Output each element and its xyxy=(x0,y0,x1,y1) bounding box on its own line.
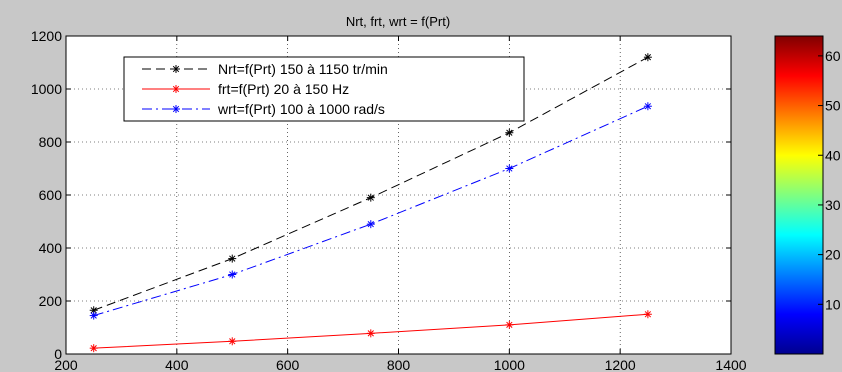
colorbar-ticks: 10 20 30 40 50 60 xyxy=(818,48,841,312)
x-tick-label: 1400 xyxy=(715,357,746,372)
wrt-point xyxy=(505,164,514,173)
colorbar-tick-label: 20 xyxy=(825,247,841,263)
frt-point xyxy=(643,310,652,319)
axis-ticks: 200 400 600 800 1000 1200 14000200400600800100… xyxy=(31,28,747,372)
nrt-point xyxy=(366,193,375,202)
x-tick-label: 800 xyxy=(387,357,411,372)
nrt-point-stroke xyxy=(90,307,97,314)
wrt-point xyxy=(366,220,375,229)
legend-marker-nrt xyxy=(172,65,180,73)
nrt-point-stroke xyxy=(506,129,513,136)
frt-point-stroke xyxy=(506,321,513,329)
nrt-point xyxy=(228,254,237,263)
frt-point-stroke xyxy=(367,330,374,337)
colorbar xyxy=(774,35,824,355)
nrt-point xyxy=(643,53,652,62)
nrt-point-stroke xyxy=(367,194,374,201)
colorbar-tick-label: 40 xyxy=(825,147,841,163)
nrt-point-stroke xyxy=(644,54,652,61)
nrt-point xyxy=(505,128,514,137)
y-tick-label: 400 xyxy=(39,240,63,256)
y-tick-label: 0 xyxy=(54,346,62,362)
legend-marker-wrt-stroke xyxy=(172,105,180,113)
chart-title: Nrt, frt, wrt = f(Prt) xyxy=(346,14,450,29)
wrt-point xyxy=(228,270,237,279)
y-tick-label: 1000 xyxy=(31,81,62,97)
wrt-point-stroke xyxy=(229,271,236,278)
x-tick-label: 600 xyxy=(276,357,300,372)
nrt-point-stroke xyxy=(229,255,236,262)
frt-point xyxy=(505,320,514,329)
y-tick-label: 200 xyxy=(39,293,63,309)
y-tick-label: 1200 xyxy=(31,28,62,44)
legend-label-nrt: Nrt=f(Prt) 150 à 1150 tr/min xyxy=(218,61,388,77)
frt-point xyxy=(366,329,375,338)
series-layer xyxy=(89,53,652,353)
frt-point-stroke xyxy=(644,311,652,318)
colorbar-tick-label: 30 xyxy=(825,197,841,213)
x-tick-label: 400 xyxy=(165,357,189,372)
x-tick-label: 1000 xyxy=(494,357,525,372)
wrt-point-stroke xyxy=(90,312,97,319)
colorbar-tick-label: 50 xyxy=(825,98,841,114)
wrt-point xyxy=(643,102,652,111)
legend: Nrt=f(Prt) 150 à 1150 tr/min frt=f(Prt) 2… xyxy=(123,56,525,122)
legend-marker-frt xyxy=(172,85,180,93)
y-tick-label: 800 xyxy=(39,134,63,150)
colorbar-tick-label: 10 xyxy=(825,296,841,312)
colorbar-tick-label: 60 xyxy=(825,48,841,64)
frt-point-stroke xyxy=(90,345,97,352)
legend-marker-wrt xyxy=(172,105,180,113)
wrt-point-stroke xyxy=(367,220,374,228)
frt-point xyxy=(228,337,237,346)
y-tick-label: 600 xyxy=(39,187,63,203)
wrt-point xyxy=(89,311,98,320)
x-tick-label: 1200 xyxy=(605,357,636,372)
legend-marker-nrt-stroke xyxy=(172,65,180,73)
wrt-point-stroke xyxy=(644,103,652,110)
legend-label-frt: frt=f(Prt) 20 à 150 Hz xyxy=(218,81,349,97)
frt-point xyxy=(89,344,98,353)
frt-point-stroke xyxy=(229,338,236,345)
legend-marker-frt-stroke xyxy=(172,85,180,93)
x-tick-label: 200 xyxy=(54,357,78,372)
legend-label-wrt: wrt=f(Prt) 100 à 1000 rad/s xyxy=(217,101,385,117)
wrt-point-stroke xyxy=(506,165,513,172)
